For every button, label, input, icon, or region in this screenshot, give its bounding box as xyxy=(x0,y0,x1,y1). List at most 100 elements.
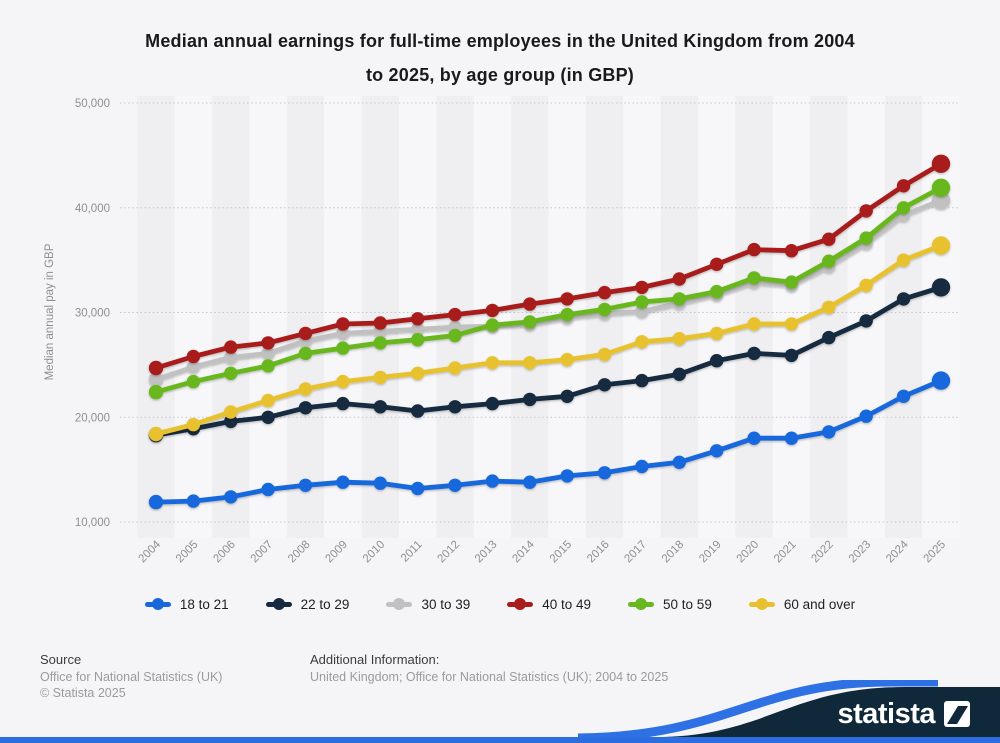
data-point[interactable] xyxy=(710,326,724,341)
data-point[interactable] xyxy=(672,367,686,381)
data-point[interactable] xyxy=(411,366,425,380)
data-point[interactable] xyxy=(485,303,500,318)
data-point[interactable] xyxy=(373,336,387,350)
data-point[interactable] xyxy=(560,307,574,322)
data-point[interactable] xyxy=(186,417,201,432)
data-point[interactable] xyxy=(224,414,238,429)
data-point[interactable] xyxy=(336,396,350,411)
data-point[interactable] xyxy=(859,278,873,292)
data-point[interactable] xyxy=(261,410,275,424)
data-point[interactable] xyxy=(597,466,612,480)
data-point[interactable] xyxy=(710,284,724,299)
data-point[interactable] xyxy=(747,271,761,285)
data-point[interactable] xyxy=(560,352,574,367)
legend-item-60-and-over[interactable]: 60 and over xyxy=(748,597,855,612)
data-point[interactable] xyxy=(896,201,911,215)
data-point[interactable] xyxy=(411,333,425,347)
data-point[interactable] xyxy=(822,254,836,268)
data-point[interactable] xyxy=(784,244,799,258)
data-point[interactable] xyxy=(336,326,350,341)
data-point[interactable] xyxy=(373,316,387,330)
data-point[interactable] xyxy=(148,494,164,510)
data-point[interactable] xyxy=(747,431,761,445)
data-point[interactable] xyxy=(859,231,873,245)
data-point[interactable] xyxy=(523,392,537,407)
data-point[interactable] xyxy=(635,280,649,295)
data-point[interactable] xyxy=(261,336,275,350)
data-point[interactable] xyxy=(148,372,164,387)
data-point[interactable] xyxy=(710,354,724,368)
data-point[interactable] xyxy=(784,275,799,289)
data-point[interactable] xyxy=(859,409,873,423)
data-point[interactable] xyxy=(747,317,761,331)
data-point[interactable] xyxy=(148,384,164,400)
data-point[interactable] xyxy=(931,154,951,173)
data-point[interactable] xyxy=(448,361,462,375)
legend-item-22-to-29[interactable]: 22 to 29 xyxy=(265,597,349,612)
data-point[interactable] xyxy=(261,346,275,361)
data-point[interactable] xyxy=(336,475,350,489)
data-point[interactable] xyxy=(931,191,951,210)
data-point[interactable] xyxy=(411,481,425,496)
data-point[interactable] xyxy=(224,340,238,354)
data-point[interactable] xyxy=(224,366,238,380)
data-point[interactable] xyxy=(224,350,238,365)
data-point[interactable] xyxy=(523,315,537,329)
data-point[interactable] xyxy=(784,317,799,331)
data-point[interactable] xyxy=(597,302,612,317)
data-point[interactable] xyxy=(186,374,201,389)
data-point[interactable] xyxy=(224,490,238,504)
data-point[interactable] xyxy=(635,304,649,319)
data-point[interactable] xyxy=(261,393,275,408)
data-point[interactable] xyxy=(747,242,761,257)
data-point[interactable] xyxy=(298,382,313,396)
data-point[interactable] xyxy=(373,476,387,490)
data-point[interactable] xyxy=(747,346,761,361)
data-point[interactable] xyxy=(931,236,951,255)
legend-item-50-to-59[interactable]: 50 to 59 xyxy=(628,597,712,612)
data-point[interactable] xyxy=(261,359,275,373)
data-point[interactable] xyxy=(336,341,350,355)
data-point[interactable] xyxy=(373,370,387,385)
data-point[interactable] xyxy=(560,469,574,483)
data-point[interactable] xyxy=(560,292,574,306)
data-point[interactable] xyxy=(186,360,201,374)
data-point[interactable] xyxy=(635,295,649,309)
data-point[interactable] xyxy=(560,389,574,403)
legend-item-30-to-39[interactable]: 30 to 39 xyxy=(386,597,470,612)
data-point[interactable] xyxy=(373,400,387,414)
data-point[interactable] xyxy=(822,425,836,439)
data-point[interactable] xyxy=(931,278,951,297)
data-point[interactable] xyxy=(784,431,799,445)
data-point[interactable] xyxy=(597,347,612,362)
data-point[interactable] xyxy=(411,404,425,418)
data-point[interactable] xyxy=(822,300,836,314)
data-point[interactable] xyxy=(186,494,201,508)
data-point[interactable] xyxy=(931,178,951,197)
data-point[interactable] xyxy=(635,373,649,388)
data-point[interactable] xyxy=(672,272,686,286)
data-point[interactable] xyxy=(931,371,951,390)
data-point[interactable] xyxy=(261,482,275,497)
data-point[interactable] xyxy=(896,179,911,193)
data-point[interactable] xyxy=(298,401,313,415)
data-point[interactable] xyxy=(859,204,873,218)
data-point[interactable] xyxy=(672,332,686,346)
data-point[interactable] xyxy=(523,297,537,311)
data-point[interactable] xyxy=(635,459,649,474)
data-point[interactable] xyxy=(448,478,462,492)
data-point[interactable] xyxy=(672,455,686,469)
data-point[interactable] xyxy=(485,318,500,332)
data-point[interactable] xyxy=(896,389,911,403)
data-point[interactable] xyxy=(672,292,686,306)
data-point[interactable] xyxy=(822,232,836,246)
data-point[interactable] xyxy=(710,257,724,271)
data-point[interactable] xyxy=(896,292,911,306)
data-point[interactable] xyxy=(411,322,425,336)
data-point[interactable] xyxy=(186,349,201,364)
data-point[interactable] xyxy=(485,356,500,370)
data-point[interactable] xyxy=(336,317,350,331)
data-point[interactable] xyxy=(784,348,799,363)
data-point[interactable] xyxy=(523,475,537,489)
data-point[interactable] xyxy=(822,330,836,345)
